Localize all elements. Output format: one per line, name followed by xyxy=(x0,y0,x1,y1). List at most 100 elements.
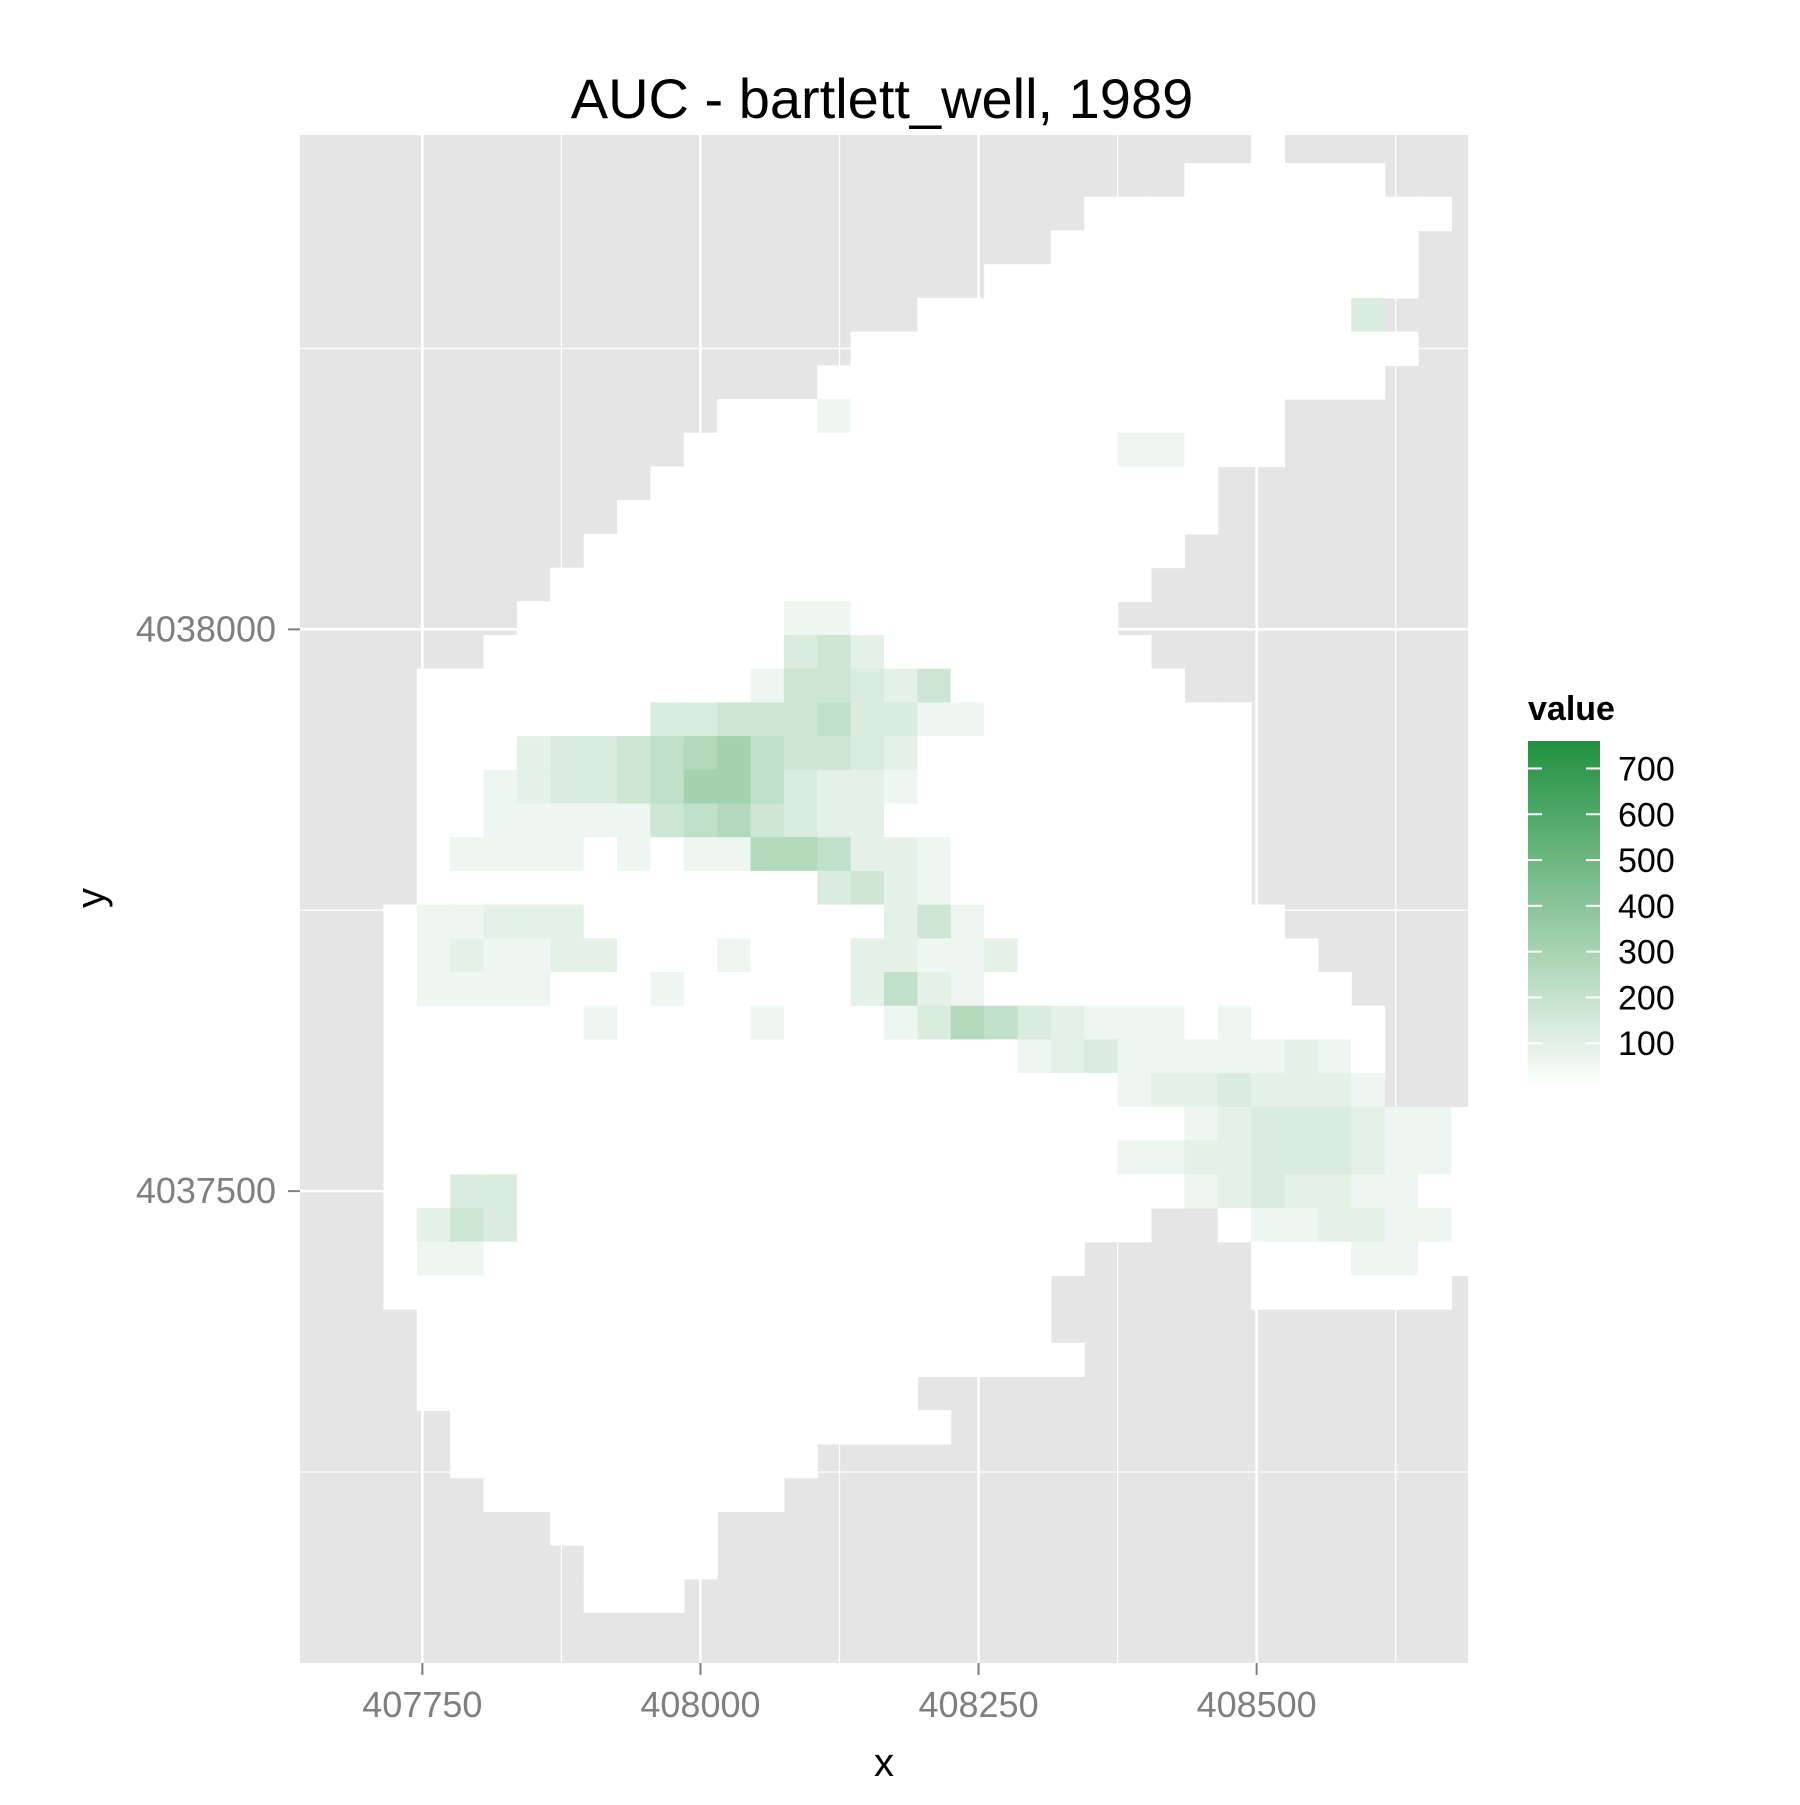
heatmap-cell xyxy=(650,1140,685,1175)
heatmap-cell xyxy=(617,1039,651,1074)
heatmap-cell xyxy=(1251,904,1286,939)
heatmap-cell xyxy=(950,634,985,670)
x-axis-title: x xyxy=(874,1741,894,1785)
heatmap-cell xyxy=(1050,1207,1085,1243)
heatmap-cell xyxy=(1084,870,1119,906)
heatmap-cell xyxy=(717,1207,752,1243)
heatmap-cell xyxy=(750,702,785,737)
heatmap-cell xyxy=(850,1241,885,1276)
heatmap-cell xyxy=(917,567,952,602)
heatmap-cell xyxy=(917,972,952,1007)
heatmap-cell xyxy=(1284,1005,1319,1041)
heatmap-cell xyxy=(783,702,818,737)
heatmap-cell xyxy=(1251,1207,1286,1243)
heatmap-cell xyxy=(450,1106,485,1142)
heatmap-cell xyxy=(1417,1207,1452,1243)
heatmap-cell xyxy=(917,533,952,569)
heatmap-cell xyxy=(683,736,718,771)
heatmap-cell xyxy=(1050,601,1085,636)
heatmap-cell xyxy=(583,938,618,973)
heatmap-cell xyxy=(783,601,818,636)
heatmap-cell xyxy=(783,634,818,670)
heatmap-cell xyxy=(783,1106,818,1142)
heatmap-cell xyxy=(1117,870,1152,906)
heatmap-cell xyxy=(950,432,985,468)
heatmap-cell xyxy=(1284,1106,1319,1142)
heatmap-cell xyxy=(750,634,785,670)
heatmap-cell xyxy=(1217,1106,1252,1142)
heatmap-cell xyxy=(750,601,785,636)
heatmap-cell xyxy=(1117,837,1152,872)
heatmap-cell xyxy=(783,1410,818,1445)
heatmap-cell xyxy=(1084,500,1119,535)
heatmap-cell xyxy=(650,702,685,737)
heatmap-cell xyxy=(950,1005,985,1041)
heatmap-cell xyxy=(550,668,585,703)
heatmap-cell xyxy=(717,1241,752,1276)
heatmap-cell xyxy=(1050,769,1085,805)
heatmap-cell xyxy=(1150,1174,1185,1209)
heatmap-cell xyxy=(416,938,451,973)
heatmap-cell xyxy=(583,803,618,838)
heatmap-cell xyxy=(1084,230,1119,265)
heatmap-cell xyxy=(617,601,651,636)
heatmap-cell xyxy=(416,837,451,872)
heatmap-cell xyxy=(416,1207,451,1243)
heatmap-cell xyxy=(917,466,952,501)
heatmap-cell xyxy=(1084,769,1119,805)
heatmap-cell xyxy=(1050,1106,1085,1142)
heatmap-cell xyxy=(1017,500,1052,535)
heatmap-cell xyxy=(617,972,651,1007)
heatmap-cell xyxy=(1384,1174,1419,1209)
heatmap-cell xyxy=(1251,331,1286,366)
heatmap-cell xyxy=(383,1241,418,1276)
heatmap-cell xyxy=(917,1039,952,1074)
heatmap-cell xyxy=(884,432,918,468)
heatmap-cell xyxy=(1150,264,1185,299)
heatmap-cell xyxy=(917,331,952,366)
heatmap-cell xyxy=(1184,837,1219,872)
heatmap-cell xyxy=(1451,1241,1486,1276)
heatmap-cell xyxy=(617,1477,651,1512)
heatmap-cell xyxy=(884,870,918,906)
heatmap-cell xyxy=(1317,297,1352,333)
heatmap-cell xyxy=(1084,904,1119,939)
heatmap-cell xyxy=(650,1207,685,1243)
heatmap-cell xyxy=(617,1443,651,1479)
heatmap-cell xyxy=(1017,365,1052,400)
heatmap-cell xyxy=(1117,264,1152,299)
heatmap-cell xyxy=(950,972,985,1007)
heatmap-cell xyxy=(1017,601,1052,636)
heatmap-cell xyxy=(950,938,985,973)
heatmap-cell xyxy=(884,1039,918,1074)
heatmap-cell xyxy=(450,1410,485,1445)
heatmap-cell xyxy=(783,870,818,906)
heatmap-cell xyxy=(917,297,952,333)
heatmap-cell xyxy=(683,432,718,468)
heatmap-cell xyxy=(884,736,918,771)
heatmap-cell xyxy=(1217,163,1252,198)
heatmap-cell xyxy=(483,1410,518,1445)
heatmap-cell xyxy=(1284,1207,1319,1243)
heatmap-cell xyxy=(1351,1005,1386,1041)
heatmap-cell xyxy=(1050,736,1085,771)
heatmap-cell xyxy=(550,1005,585,1041)
heatmap-cell xyxy=(550,1106,585,1142)
heatmap-cell xyxy=(917,904,952,939)
heatmap-cell xyxy=(1117,736,1152,771)
heatmap-cell xyxy=(1117,297,1152,333)
heatmap-cell xyxy=(683,1140,718,1175)
heatmap-cell xyxy=(550,1443,585,1479)
heatmap-cell xyxy=(817,769,852,805)
heatmap-cell xyxy=(1351,163,1386,198)
heatmap-cell xyxy=(617,1309,651,1344)
heatmap-cell xyxy=(717,668,752,703)
heatmap-cell xyxy=(717,533,752,569)
heatmap-cell xyxy=(1351,331,1386,366)
heatmap-cell xyxy=(1317,1073,1352,1108)
heatmap-cell xyxy=(550,938,585,973)
heatmap-cell xyxy=(1017,1207,1052,1243)
heatmap-cell xyxy=(1217,803,1252,838)
heatmap-cell xyxy=(450,769,485,805)
heatmap-cell xyxy=(984,1005,1019,1041)
